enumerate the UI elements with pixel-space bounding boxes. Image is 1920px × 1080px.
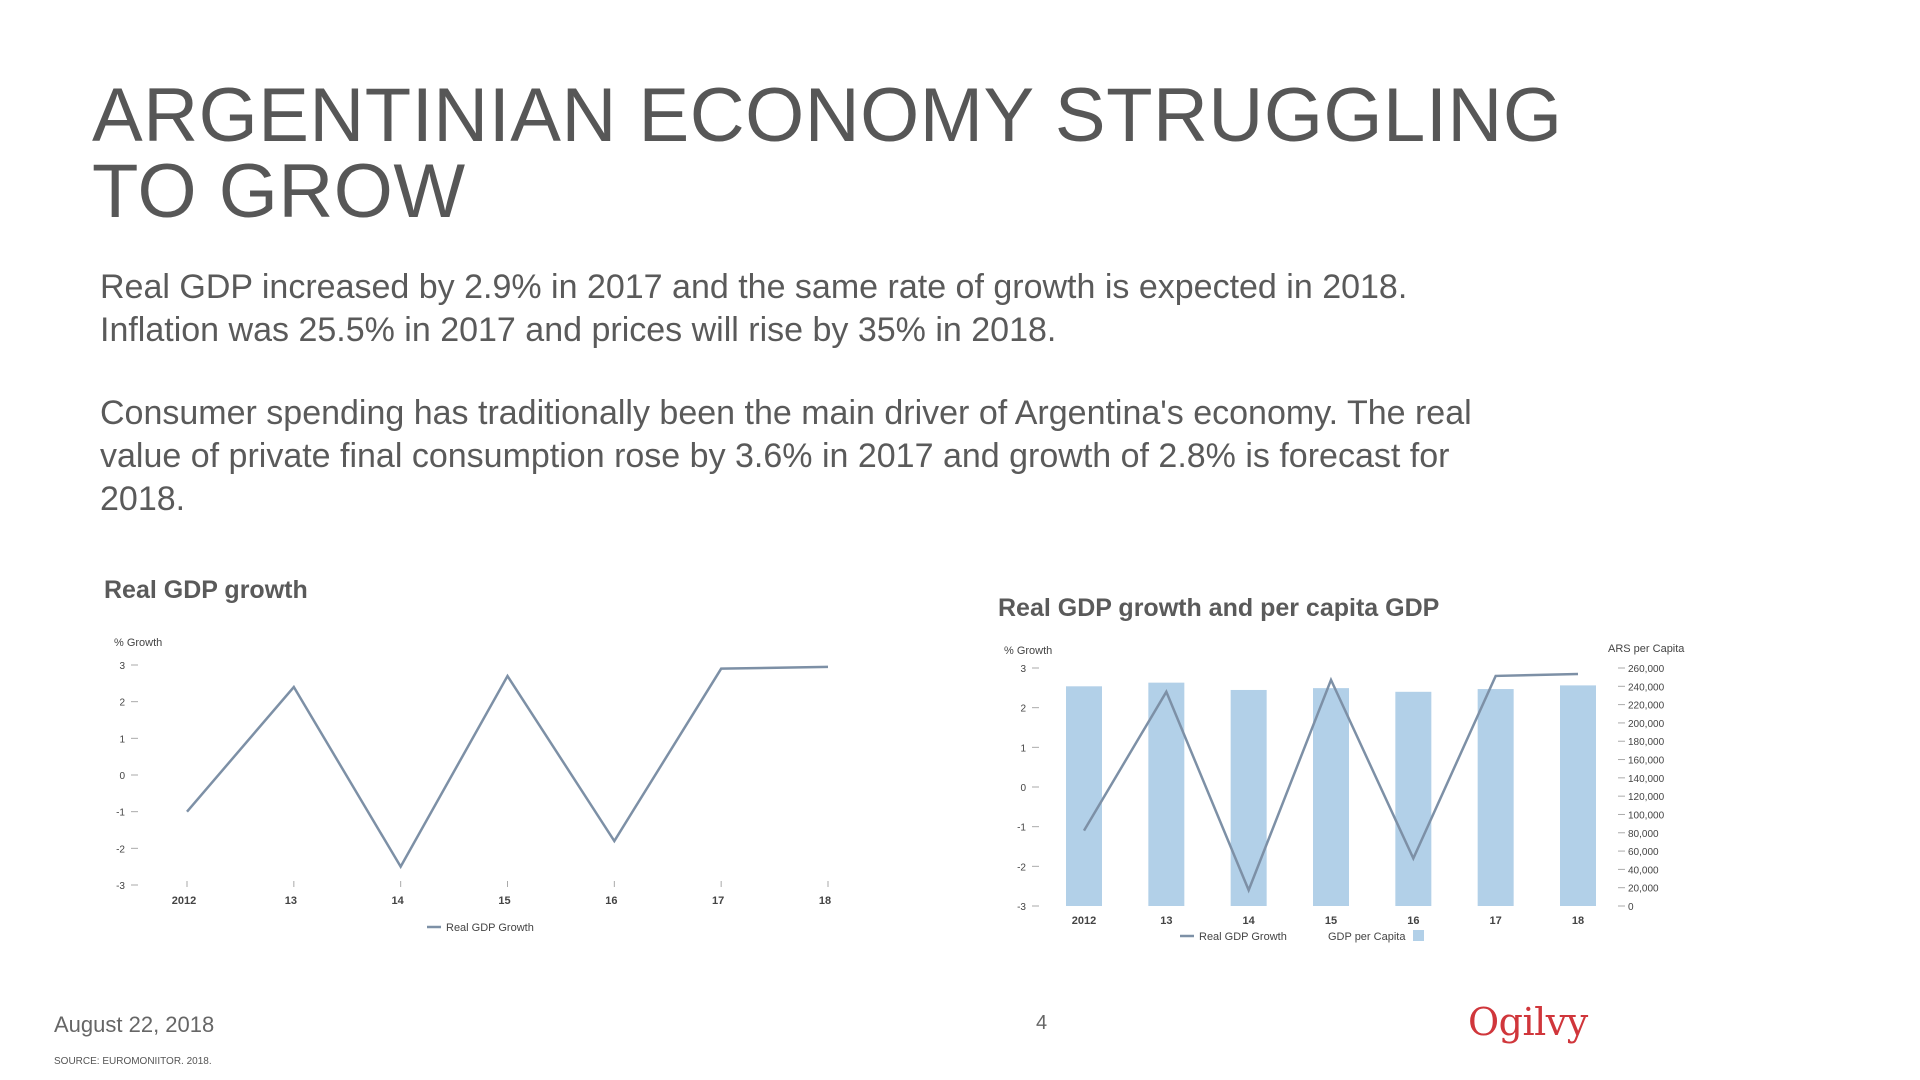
slide-body: Real GDP increased by 2.9% in 2017 and t… [100, 266, 1660, 561]
y2-tick-label: 240,000 [1628, 682, 1665, 693]
y-tick-label: -3 [1017, 902, 1026, 913]
x-tick-label: 2012 [1072, 915, 1096, 927]
legend-label: Real GDP Growth [446, 922, 534, 934]
paragraph-2-line-3: 2018. [100, 480, 186, 518]
x-tick-label: 14 [1243, 915, 1256, 927]
y-tick-label: 0 [1020, 783, 1026, 794]
y2-axis-label: ARS per Capita [1608, 643, 1685, 655]
paragraph-2-line-2: value of private final consumption rose … [100, 437, 1450, 475]
bar-gdp-per-capita [1066, 686, 1102, 906]
x-tick-label: 2012 [172, 895, 196, 907]
y-tick-label: -2 [1017, 862, 1026, 873]
y2-tick-label: 120,000 [1628, 792, 1665, 803]
paragraph-1-line-1: Real GDP increased by 2.9% in 2017 and t… [100, 268, 1408, 306]
slide-title-line-1: ARGENTINIAN ECONOMY STRUGGLING [92, 73, 1563, 158]
paragraph-1-line-2: Inflation was 25.5% in 2017 and prices w… [100, 311, 1057, 349]
x-tick-label: 13 [1160, 915, 1172, 927]
y2-tick-label: 60,000 [1628, 847, 1659, 858]
x-tick-label: 18 [1572, 915, 1584, 927]
legend-label-line: Real GDP Growth [1199, 931, 1287, 943]
page-number: 4 [1036, 1012, 1048, 1034]
y-axis-label: % Growth [1004, 645, 1052, 657]
legend-swatch-bar [1413, 930, 1424, 941]
slide-title: ARGENTINIAN ECONOMY STRUGGLING TO GROW [92, 78, 1792, 230]
legend-label-bar: GDP per Capita [1328, 931, 1406, 943]
ogilvy-logo: Ogilvy [1468, 1000, 1588, 1044]
y-tick-label: 1 [1020, 743, 1026, 754]
y2-tick-label: 220,000 [1628, 701, 1665, 712]
y2-tick-label: 260,000 [1628, 664, 1665, 675]
x-tick-label: 18 [819, 895, 831, 907]
bar-gdp-per-capita [1148, 682, 1185, 906]
x-tick-label: 17 [1490, 915, 1502, 927]
y2-tick-label: 80,000 [1628, 829, 1659, 840]
bar-gdp-per-capita [1477, 689, 1514, 906]
y-tick-label: -1 [116, 808, 125, 819]
y-tick-label: 0 [119, 771, 125, 782]
y-tick-label: -2 [116, 844, 125, 855]
y-axis-label: % Growth [114, 637, 162, 649]
y-tick-label: 2 [119, 698, 125, 709]
series-line-real-gdp-growth [186, 665, 829, 870]
gdp-growth-per-capita-combo-chart: % Growth ARS per Capita 3 2 1 0 -1 -2 -3 260,000 2… [1004, 643, 1685, 943]
y2-tick-label: 140,000 [1628, 774, 1665, 785]
y-tick-label: 3 [119, 661, 125, 672]
paragraph-consumer-spending: Consumer spending has traditionally been… [100, 392, 1660, 521]
y-tick-label: 2 [1020, 704, 1026, 715]
slide-title-line-2: TO GROW [92, 149, 466, 234]
y2-tick-label: 180,000 [1628, 737, 1665, 748]
y-tick-label: 1 [119, 734, 125, 745]
series-line-real-gdp-growth [1082, 672, 1579, 894]
chart-2-title: Real GDP growth and per capita GDP [998, 594, 1440, 622]
paragraph-inflation: Real GDP increased by 2.9% in 2017 and t… [100, 266, 1660, 352]
y-tick-label: -1 [1017, 823, 1026, 834]
x-tick-label: 16 [1407, 915, 1419, 927]
y-tick-label: -3 [116, 881, 125, 892]
x-tick-label: 14 [392, 895, 405, 907]
chart-1-title: Real GDP growth [104, 576, 308, 604]
x-tick-label: 17 [712, 895, 724, 907]
gdp-growth-line-chart: % Growth 3 2 1 0 -1 -2 -3 2012 13 14 15 16 17 18 Real G… [114, 637, 831, 934]
footer-date: August 22, 2018 [54, 1012, 215, 1037]
y2-tick-label: 200,000 [1628, 719, 1665, 730]
bar-gdp-per-capita [1230, 689, 1267, 906]
y-tick-label: 3 [1020, 664, 1026, 675]
y2-tick-label: 40,000 [1628, 865, 1659, 876]
y2-tick-label: 160,000 [1628, 756, 1665, 767]
bar-gdp-per-capita [1560, 685, 1596, 906]
bar-gdp-per-capita [1313, 688, 1349, 906]
x-tick-label: 13 [285, 895, 297, 907]
x-tick-label: 15 [498, 895, 510, 907]
x-tick-label: 16 [605, 895, 617, 907]
paragraph-2-line-1: Consumer spending has traditionally been… [100, 394, 1472, 432]
x-tick-label: 15 [1325, 915, 1337, 927]
bar-gdp-per-capita [1395, 691, 1432, 906]
y2-tick-label: 100,000 [1628, 810, 1665, 821]
source-note: SOURCE: EUROMONIITOR. 2018. [54, 1056, 212, 1067]
y2-tick-label: 20,000 [1628, 884, 1659, 895]
y2-tick-label: 0 [1628, 902, 1634, 913]
